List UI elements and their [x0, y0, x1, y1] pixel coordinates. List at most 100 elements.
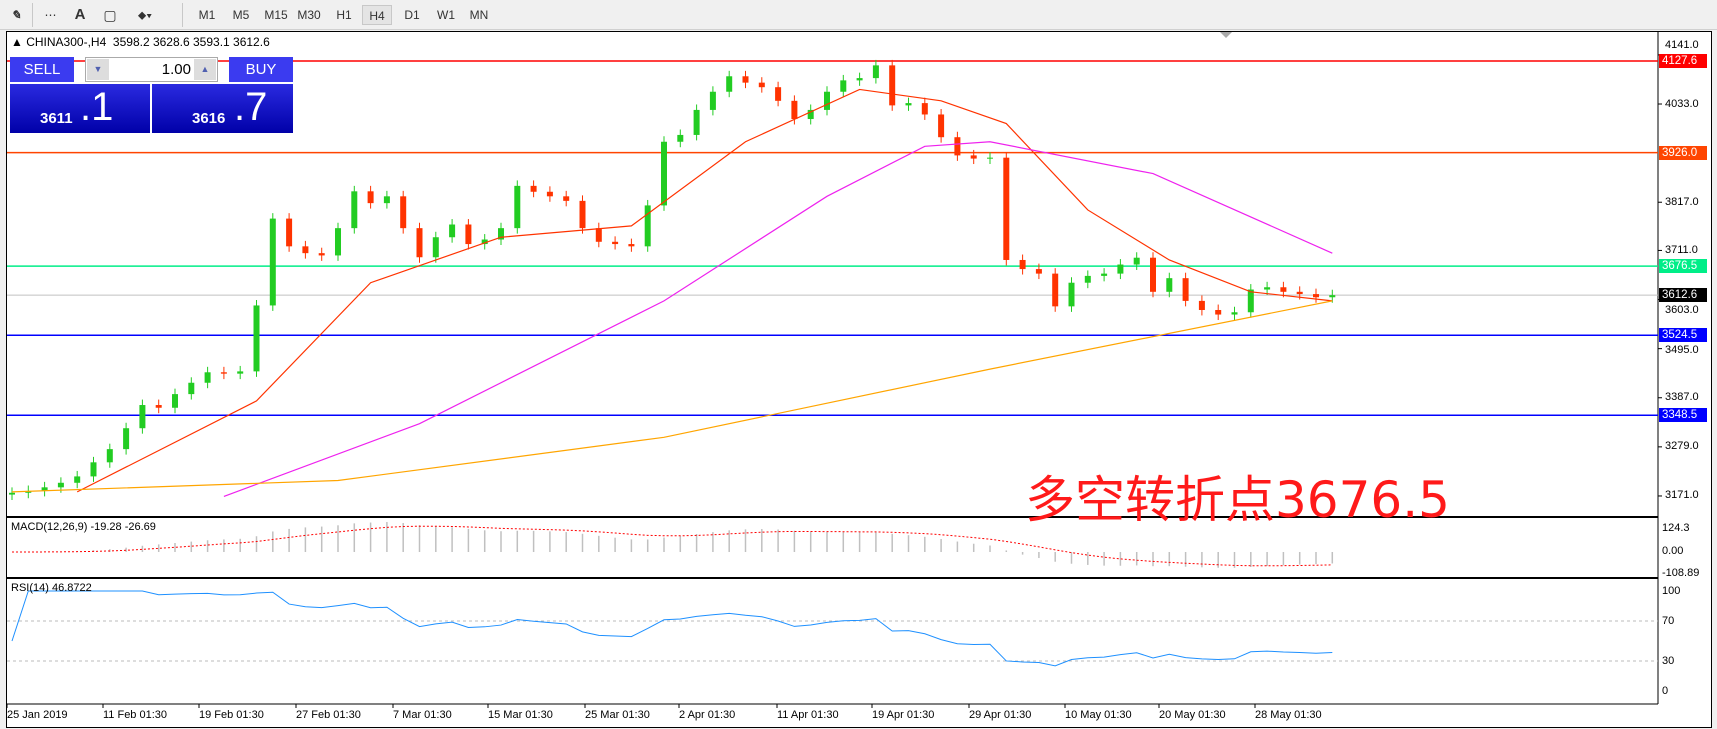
bear-candle	[628, 244, 635, 247]
bull-candle	[1084, 275, 1091, 283]
price-tick-label: 4033.0	[1665, 97, 1699, 110]
line-studies-icon[interactable]: ✎	[10, 8, 22, 22]
bull-candle	[661, 141, 667, 206]
bear-candle	[220, 372, 227, 374]
price-tick-label: 3711.0	[1665, 243, 1698, 256]
bull-candle	[41, 487, 48, 491]
macd-signal-line	[11, 525, 1333, 567]
bull-candle	[188, 382, 195, 395]
divider	[32, 3, 33, 27]
timeframe-m30[interactable]: M30	[297, 8, 321, 22]
bull-candle	[172, 394, 178, 408]
bear-candle	[1035, 269, 1042, 274]
time-tick-label: 10 May 01:30	[1065, 709, 1132, 721]
timeframe-mn[interactable]: MN	[469, 8, 489, 22]
rsi-tick-label: 0	[1662, 684, 1669, 697]
bull-candle	[269, 218, 276, 306]
text-icon[interactable]: A	[74, 6, 86, 23]
level-price-tag: 3926.0	[1659, 145, 1707, 160]
buy-price-main: 3616	[192, 110, 226, 127]
bear-candle	[400, 196, 407, 229]
level-price-tag: 3348.5	[1659, 408, 1707, 423]
bull-candle	[1101, 273, 1108, 276]
bull-candle	[74, 476, 81, 483]
bull-candle	[237, 371, 244, 374]
bull-candle	[514, 185, 521, 229]
timeframe-m1[interactable]: M1	[198, 8, 216, 22]
bull-candle	[106, 449, 113, 463]
rsi-line	[11, 590, 1333, 667]
bull-candle	[905, 103, 912, 106]
symbol-label: CHINA300-,H4	[26, 35, 107, 49]
bear-candle	[1182, 278, 1189, 301]
timeframe-h1[interactable]: H1	[336, 8, 352, 22]
bear-candle	[579, 200, 586, 229]
sell-price-main: 3611	[40, 110, 73, 127]
bear-candle	[155, 405, 162, 408]
annotation-text: 多空转折点3676.5	[1025, 471, 1450, 529]
rsi-tick-label: 100	[1662, 584, 1681, 597]
arrows-icon[interactable]: ⬥▾	[137, 8, 153, 22]
bear-candle	[1215, 309, 1222, 315]
bull-candle	[1117, 264, 1124, 274]
panel-divider	[7, 577, 1658, 579]
time-tick-label: 25 Mar 01:30	[585, 709, 650, 721]
time-tick-label: 20 May 01:30	[1159, 709, 1226, 721]
timeframe-m15[interactable]: M15	[264, 8, 288, 22]
price-tick-label: 4141.0	[1665, 39, 1699, 51]
bull-candle	[351, 191, 358, 229]
collapse-arrow-icon[interactable]: ▲	[11, 35, 27, 49]
bear-candle	[1052, 273, 1059, 307]
chart-canvas[interactable]	[7, 32, 1713, 729]
bull-candle	[432, 237, 439, 258]
timeframe-m5[interactable]: M5	[232, 8, 250, 22]
timeframe-d1[interactable]: D1	[404, 8, 420, 22]
rsi-label: RSI(14) 46.8722	[11, 582, 92, 594]
bear-candle	[465, 224, 472, 245]
buy-price-frac: .7	[234, 85, 268, 129]
ohlc-values: 3598.2 3628.6 3593.1 3612.6	[112, 35, 270, 49]
bull-candle	[449, 224, 456, 238]
time-tick-label: 15 Mar 01:30	[488, 709, 553, 721]
level-price-tag: 4127.6	[1659, 54, 1707, 68]
bull-candle	[693, 109, 700, 135]
bull-candle	[204, 372, 211, 383]
price-tick-label: 3171.0	[1665, 489, 1699, 502]
decrease-lot-button[interactable]: ▼	[87, 59, 109, 80]
chart-window[interactable]: ▲ CHINA300-,H4 3598.2 3628.6 3593.1 3612…	[6, 31, 1712, 728]
bull-candle	[840, 80, 847, 92]
increase-lot-button[interactable]: ▲	[194, 59, 216, 80]
sell-button[interactable]: SELL	[10, 57, 74, 82]
rsi-tick-label: 30	[1662, 654, 1675, 667]
time-tick-label: 19 Apr 01:30	[872, 709, 935, 721]
lot-value[interactable]: 1.00	[161, 61, 191, 78]
time-tick-label: 25 Jan 2019	[7, 709, 68, 721]
grid-icon[interactable]: ⋯	[44, 8, 57, 22]
time-tick-label: 28 May 01:30	[1255, 709, 1322, 721]
bear-candle	[318, 253, 325, 256]
bull-candle	[1264, 287, 1271, 290]
lot-size-input[interactable]: ▼ 1.00 ▲	[85, 57, 218, 82]
bear-candle	[775, 87, 782, 101]
chart-shift-icon	[1220, 32, 1232, 38]
bear-candle	[921, 103, 928, 115]
price-tick-label: 3495.0	[1665, 344, 1699, 357]
moving-average-line	[223, 141, 1333, 497]
timeframe-h4[interactable]: H4	[362, 5, 392, 25]
sell-price-frac: .1	[80, 85, 114, 129]
level-price-tag: 3612.6	[1659, 288, 1707, 303]
timeframe-w1[interactable]: W1	[437, 8, 455, 22]
sell-price-button[interactable]: 3611 .1	[10, 84, 150, 133]
buy-button[interactable]: BUY	[229, 57, 293, 82]
bear-candle	[302, 246, 309, 254]
bull-candle	[1068, 282, 1075, 307]
bear-candle	[1150, 257, 1156, 292]
bear-candle	[1313, 294, 1319, 298]
panel-divider	[7, 516, 1658, 518]
text-label-icon[interactable]: ▢	[103, 7, 117, 23]
price-tick-label: 3279.0	[1665, 440, 1699, 453]
buy-price-button[interactable]: 3616 .7	[152, 84, 293, 133]
bull-candle	[807, 109, 814, 120]
rsi-tick-label: 70	[1662, 614, 1675, 627]
price-tick-label: 3603.0	[1665, 304, 1699, 317]
